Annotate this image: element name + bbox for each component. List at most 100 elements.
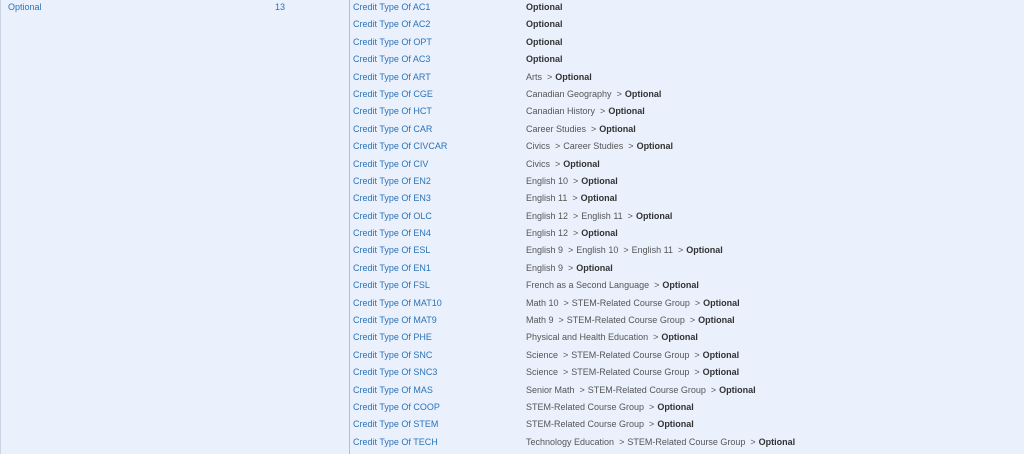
- credit-type-link[interactable]: Credit Type Of OPT: [353, 36, 432, 47]
- path-separator: >: [649, 419, 655, 430]
- credit-path: Senior Math > STEM-Related Course Group > Op…: [526, 383, 756, 400]
- credit-type-link[interactable]: Credit Type Of EN2: [353, 175, 431, 186]
- credit-type-link[interactable]: Credit Type Of CGE: [353, 88, 433, 99]
- credit-type-link[interactable]: Credit Type Of AC2: [353, 19, 431, 30]
- table-row: Credit Type Of AC3 Optional: [353, 52, 1024, 69]
- path-separator: >: [572, 193, 578, 204]
- credit-type-link[interactable]: Credit Type Of EN3: [353, 193, 431, 204]
- path-final: Optional: [608, 106, 645, 117]
- table-row: Credit Type Of SNC3 Science > STEM-Related …: [353, 365, 1024, 382]
- path-final: Optional: [686, 245, 723, 256]
- credit-path: English 12 > Optional: [526, 226, 618, 243]
- credit-type-link[interactable]: Credit Type Of OLC: [353, 210, 432, 221]
- table-row: Credit Type Of AC1 Optional: [353, 0, 1024, 17]
- path-segment: English 10: [576, 245, 619, 256]
- credit-path: English 9 > English 10 > English 11 > Optional: [526, 243, 723, 260]
- table-row: Credit Type Of TECH Technology Education >…: [353, 435, 1024, 452]
- credit-path: STEM-Related Course Group > Optional: [526, 400, 694, 417]
- credit-type-link[interactable]: Credit Type Of COOP: [353, 401, 440, 412]
- table-row: Credit Type Of CAR Career Studies > Optiona…: [353, 122, 1024, 139]
- path-final: Optional: [657, 419, 694, 430]
- path-final: Optional: [576, 262, 613, 273]
- path-final: Optional: [758, 436, 796, 447]
- credit-path: Math 9 > STEM-Related Course Group > Optiona…: [526, 313, 735, 330]
- credit-type-link[interactable]: Credit Type Of MAT10: [353, 297, 442, 308]
- credit-type-link[interactable]: Credit Type Of TECH: [353, 436, 438, 447]
- path-separator: >: [555, 158, 561, 169]
- credit-type-link[interactable]: Credit Type Of AC3: [353, 54, 431, 65]
- path-segment: English 11: [526, 193, 568, 204]
- path-segment: Math 9: [526, 315, 554, 326]
- path-separator: >: [547, 71, 553, 82]
- path-segment: Arts: [526, 71, 543, 82]
- path-final: Optional: [657, 401, 694, 412]
- credit-path: English 12 > English 11 > Optional: [526, 209, 672, 226]
- group-name-link[interactable]: Optional: [8, 2, 42, 12]
- path-final: Optional: [698, 315, 735, 326]
- table-row: Credit Type Of EN4 English 12 > Optional: [353, 226, 1024, 243]
- credit-type-link[interactable]: Credit Type Of MAS: [353, 384, 433, 395]
- path-segment: English 9: [526, 245, 564, 256]
- path-segment: Senior Math: [526, 384, 575, 395]
- path-separator: >: [654, 280, 660, 291]
- credit-path: French as a Second Language > Optional: [526, 278, 699, 295]
- path-segment: STEM-Related Course Group: [571, 367, 690, 378]
- path-separator: >: [694, 349, 700, 360]
- path-segment: STEM-Related Course Group: [566, 315, 685, 326]
- credit-type-link[interactable]: Credit Type Of SNC: [353, 349, 433, 360]
- path-separator: >: [619, 436, 625, 447]
- path-final: Optional: [624, 88, 662, 99]
- credit-type-link[interactable]: Credit Type Of HCT: [353, 106, 432, 117]
- table-row: Credit Type Of EN3 English 11 > Optional: [353, 191, 1024, 208]
- path-final: Optional: [636, 141, 674, 152]
- credit-type-link[interactable]: Credit Type Of EN4: [353, 228, 431, 239]
- path-segment: STEM-Related Course Group: [526, 419, 645, 430]
- credit-type-link[interactable]: Credit Type Of SNC3: [353, 367, 438, 378]
- credit-path: Optional: [526, 17, 563, 34]
- table-row: Credit Type Of HCT Canadian History > Optio…: [353, 104, 1024, 121]
- path-segment: English 12: [526, 210, 569, 221]
- credit-path: Civics > Career Studies > Optional: [526, 139, 673, 156]
- table-row: Credit Type Of OPT Optional: [353, 35, 1024, 52]
- table-row: Credit Type Of COOP STEM-Related Course G…: [353, 400, 1024, 417]
- credit-type-link[interactable]: Credit Type Of MAT9: [353, 315, 437, 326]
- credit-type-link[interactable]: Credit Type Of ART: [353, 71, 431, 82]
- credit-path: English 9 > Optional: [526, 261, 613, 278]
- path-separator: >: [750, 436, 756, 447]
- path-separator: >: [555, 141, 561, 152]
- credit-path: Math 10 > STEM-Related Course Group > Option…: [526, 296, 740, 313]
- path-segment: Physical and Health Education: [526, 332, 649, 343]
- path-separator: >: [653, 332, 659, 343]
- table-row: Credit Type Of SNC Science > STEM-Related C…: [353, 348, 1024, 365]
- path-segment: STEM-Related Course Group: [571, 297, 690, 308]
- path-final: Optional: [581, 228, 618, 239]
- credit-path: Canadian History > Optional: [526, 104, 645, 121]
- path-final: Optional: [635, 210, 673, 221]
- credit-type-link[interactable]: Credit Type Of STEM: [353, 419, 439, 430]
- path-separator: >: [627, 210, 633, 221]
- credit-type-link[interactable]: Credit Type Of EN1: [353, 262, 431, 273]
- path-segment: English 10: [526, 175, 569, 186]
- credit-path: Arts > Optional: [526, 70, 592, 87]
- credit-path: Optional: [526, 0, 563, 17]
- table-row: Credit Type Of FSL French as a Second Lan…: [353, 278, 1024, 295]
- credit-type-link[interactable]: Credit Type Of PHE: [353, 332, 432, 343]
- credit-type-link[interactable]: Credit Type Of CIV: [353, 158, 429, 169]
- credit-path: Science > STEM-Related Course Group > Option…: [526, 348, 739, 365]
- credit-type-link[interactable]: Credit Type Of FSL: [353, 280, 430, 291]
- credit-type-list: Credit Type Of AC1 Optional Credit Type Of…: [353, 0, 1024, 452]
- path-segment: STEM-Related Course Group: [571, 349, 690, 360]
- path-final: Optional: [703, 297, 740, 308]
- path-final: Optional: [555, 71, 592, 82]
- table-row: Credit Type Of MAT9 Math 9 > STEM-Related C…: [353, 313, 1024, 330]
- credit-type-link[interactable]: Credit Type Of CAR: [353, 123, 433, 134]
- credit-type-link[interactable]: Credit Type Of ESL: [353, 245, 431, 256]
- path-segment: Math 10: [526, 297, 559, 308]
- credit-path: STEM-Related Course Group > Optional: [526, 417, 694, 434]
- path-separator: >: [563, 367, 569, 378]
- path-segment: French as a Second Language: [526, 280, 650, 291]
- path-separator: >: [573, 210, 579, 221]
- credit-type-link[interactable]: Credit Type Of AC1: [353, 2, 431, 12]
- credit-type-link[interactable]: Credit Type Of CIVCAR: [353, 141, 448, 152]
